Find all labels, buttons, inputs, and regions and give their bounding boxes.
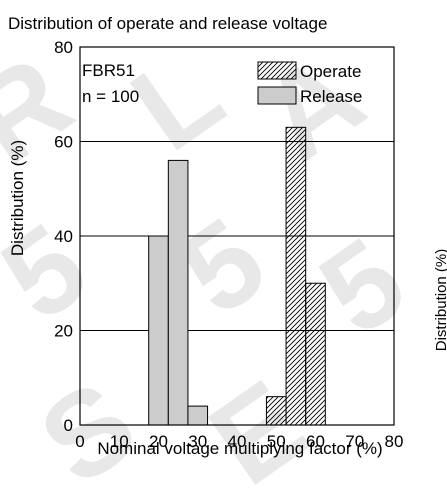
svg-text:S: S — [17, 355, 159, 490]
y-tick-label: 60 — [54, 133, 73, 152]
y-tick-label: 20 — [54, 322, 73, 341]
svg-text:A: A — [239, 27, 387, 186]
chart-title: Distribution of operate and release volt… — [8, 14, 327, 33]
x-tick-label: 0 — [75, 432, 84, 451]
bar-operate-0 — [265, 396, 287, 426]
x-axis-label: Nominal voltage multiplying factor (%) — [97, 439, 382, 458]
bar-release-0 — [148, 235, 169, 426]
y-axis-label: Distribution (%) — [8, 140, 27, 256]
y-tick-label: 80 — [54, 38, 73, 57]
annotation-model: FBR51 — [82, 61, 135, 80]
bars — [148, 126, 326, 426]
gridlines — [80, 141, 394, 331]
bar-release-2 — [187, 405, 209, 426]
bar-release-1 — [167, 159, 189, 426]
cutoff-axis-label: Distribution (%) — [433, 249, 447, 352]
annotation-sample-size: n = 100 — [82, 87, 139, 106]
x-tick-label: 20 — [149, 432, 168, 451]
bar-operate-2 — [305, 282, 326, 426]
y-tick-label: 0 — [64, 416, 73, 435]
x-tick-label: 10 — [110, 432, 129, 451]
x-tick-label: 80 — [385, 432, 404, 451]
x-tick-label: 50 — [267, 432, 286, 451]
y-tick-labels: 0 20 40 60 80 — [54, 38, 73, 435]
plot-frame — [79, 46, 395, 426]
x-tick-label: 60 — [306, 432, 325, 451]
x-tick-labels: 0 10 20 30 40 50 60 70 80 — [75, 432, 403, 451]
legend-label-operate: Operate — [300, 62, 361, 81]
y-tick-label: 40 — [54, 227, 73, 246]
x-tick-label: 40 — [228, 432, 247, 451]
x-tick-label: 30 — [188, 432, 207, 451]
legend-label-release: Release — [300, 87, 362, 106]
x-tick-label: 70 — [345, 432, 364, 451]
legend-swatch-release — [257, 86, 297, 105]
legend-swatch-operate — [257, 61, 297, 80]
bar-operate-1 — [285, 126, 307, 426]
legend: Operate Release — [257, 61, 362, 106]
